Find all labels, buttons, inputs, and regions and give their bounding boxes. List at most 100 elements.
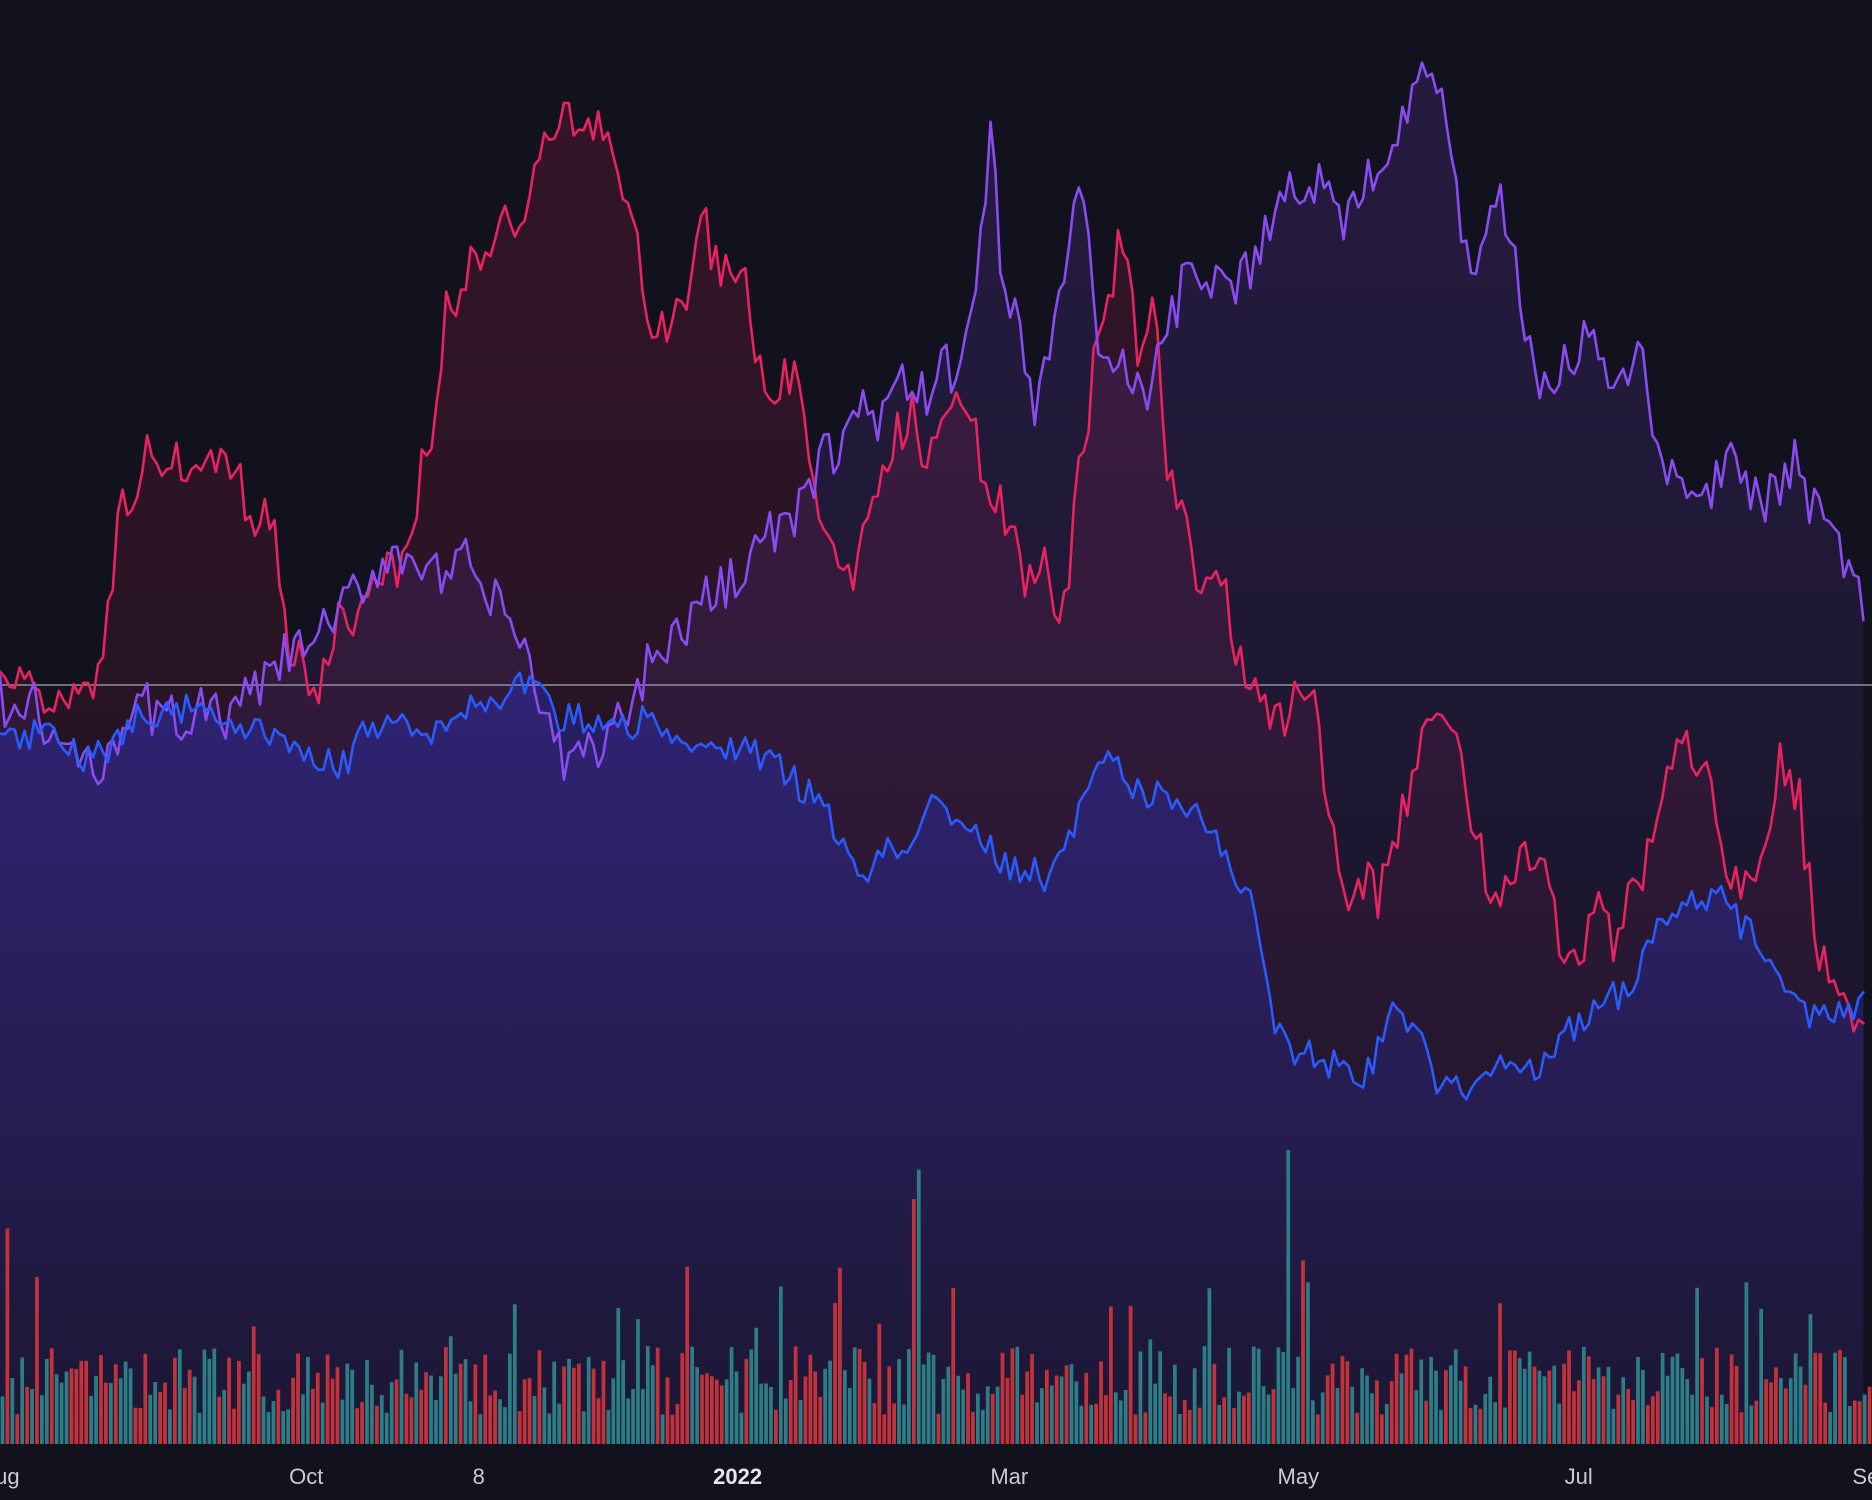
volume-bar (1838, 1349, 1842, 1444)
volume-bar (1059, 1376, 1064, 1444)
volume-bar (852, 1347, 857, 1444)
volume-bar (10, 1378, 15, 1444)
volume-bar (74, 1369, 79, 1444)
volume-bar (995, 1386, 1000, 1444)
series-line-3[interactable] (0, 671, 1865, 1101)
volume-bar (1503, 1407, 1507, 1444)
volume-bar (606, 1409, 611, 1444)
volume-bar (675, 1404, 680, 1444)
volume-bar (719, 1385, 724, 1444)
volume-bar (177, 1349, 182, 1444)
volume-bar (1306, 1282, 1310, 1444)
volume-bar (700, 1374, 704, 1444)
volume-bar (1577, 1380, 1581, 1444)
volume-bar (1370, 1393, 1374, 1444)
volume-bar (601, 1360, 606, 1444)
volume-bar (118, 1378, 123, 1444)
volume-bar (537, 1350, 542, 1444)
volume-bar (916, 1169, 921, 1444)
volume-bar (665, 1377, 670, 1444)
volume-bar (286, 1409, 291, 1444)
volume-bar (611, 1378, 616, 1444)
volume-bar (527, 1377, 532, 1444)
volume-bar (936, 1413, 941, 1444)
volume-bar (1847, 1406, 1852, 1444)
volume-bar (1424, 1400, 1429, 1444)
volume-bar (1803, 1384, 1808, 1444)
volume-bar (222, 1389, 227, 1444)
volume-bar (1680, 1368, 1685, 1444)
volume-bar (961, 1389, 965, 1444)
volume-bar (1769, 1382, 1773, 1444)
volume-bar (636, 1319, 640, 1444)
volume-bar (1109, 1306, 1113, 1444)
volume-bar (1552, 1365, 1557, 1444)
volume-bar (1197, 1407, 1202, 1444)
volume-bar (463, 1359, 468, 1444)
volume-bar (498, 1399, 502, 1444)
volume-bar (867, 1378, 872, 1444)
volume-bar (1498, 1303, 1502, 1444)
volume-bar (576, 1363, 581, 1444)
volume-bar (1330, 1363, 1335, 1444)
volume-bar (99, 1355, 103, 1444)
volume-bar (291, 1377, 295, 1444)
volume-bar (1744, 1282, 1749, 1444)
volume-bar (301, 1394, 305, 1444)
volume-bar (458, 1363, 463, 1444)
volume-bar (1375, 1380, 1379, 1444)
volume-bar (1182, 1399, 1187, 1444)
volume-bar (1301, 1260, 1305, 1445)
volume-bar (217, 1396, 222, 1444)
volume-bar (552, 1361, 557, 1444)
volume-bar (1453, 1349, 1458, 1444)
volume-bar (1591, 1379, 1596, 1444)
volume-bar (1719, 1394, 1724, 1444)
volume-bar (448, 1336, 453, 1444)
volume-bar (1350, 1386, 1355, 1444)
volume-bar (976, 1393, 980, 1444)
volume-bar (345, 1363, 350, 1444)
volume-bar (1458, 1380, 1463, 1444)
volume-bar (414, 1362, 419, 1444)
volume-bar (1537, 1370, 1542, 1444)
volume-bar (1626, 1389, 1631, 1444)
volume-bar (256, 1354, 261, 1444)
volume-bar (709, 1376, 714, 1444)
series-line-1[interactable] (0, 101, 1865, 1033)
volume-bar (808, 1354, 813, 1444)
volume-bar (1690, 1394, 1695, 1444)
volume-bar (370, 1384, 374, 1444)
volume-bar (1429, 1357, 1433, 1444)
volume-bar (158, 1391, 162, 1444)
series-line-2[interactable] (0, 61, 1865, 786)
volume-bar (1104, 1395, 1108, 1444)
volume-bar (1611, 1408, 1616, 1444)
x-axis: Aug Oct 8 2022 Mar May Jul Sep (0, 1464, 1872, 1489)
volume-bar (980, 1409, 985, 1444)
volume-bar (0, 1396, 5, 1444)
volume-bar (389, 1382, 394, 1444)
volume-bar (956, 1375, 961, 1444)
volume-bar (1296, 1356, 1300, 1444)
volume-bar (1813, 1352, 1818, 1444)
volume-bar (1621, 1377, 1626, 1444)
volume-bar (1207, 1288, 1212, 1444)
volume-bar (690, 1346, 695, 1444)
volume-bar (897, 1359, 901, 1444)
volume-bar (1232, 1408, 1236, 1444)
volume-bar (562, 1366, 566, 1444)
volume-bar (1754, 1400, 1759, 1444)
volume-bar (187, 1369, 192, 1444)
volume-bar (670, 1414, 675, 1444)
volume-bar (803, 1376, 808, 1444)
volume-bar (705, 1373, 709, 1444)
volume-bar (1192, 1368, 1197, 1444)
volume-bar (1729, 1354, 1734, 1444)
volume-bar (616, 1307, 621, 1444)
volume-bar (394, 1379, 399, 1444)
volume-bar (764, 1383, 768, 1444)
volume-bar (20, 1357, 25, 1444)
volume-bar (596, 1398, 601, 1444)
